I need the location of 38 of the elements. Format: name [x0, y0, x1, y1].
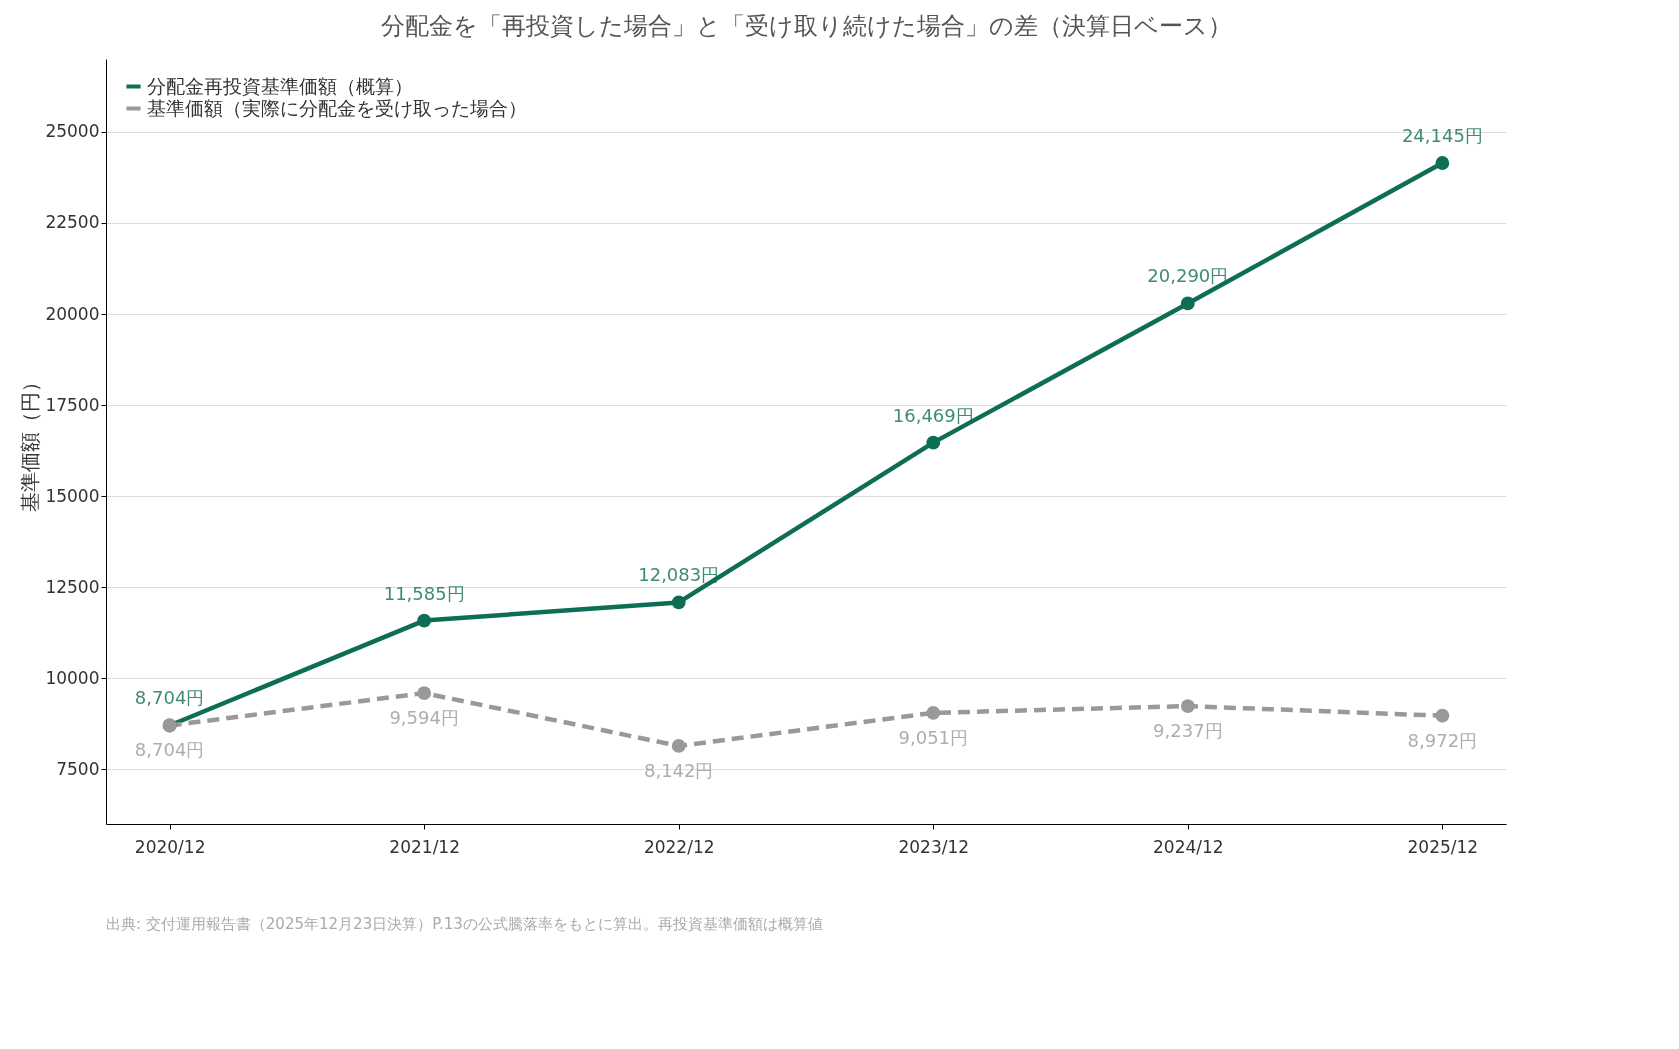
- x-tick-label: 2021/12: [389, 836, 460, 857]
- y-axis-title: 基準価額（円）: [18, 372, 43, 512]
- y-tick-label: 17500: [45, 394, 100, 415]
- data-label: 8,704円: [134, 687, 205, 709]
- point: [1435, 156, 1450, 170]
- x-tick-label: 2025/12: [1407, 836, 1479, 857]
- data-label: 24,145円: [1401, 125, 1483, 146]
- x-tick-label: 2023/12: [898, 836, 970, 857]
- point: [926, 435, 941, 450]
- point: [1180, 699, 1195, 713]
- x-tick-label: 2020/12: [134, 836, 206, 857]
- data-label: 11,585円: [383, 582, 465, 604]
- y-tick-label: 22500: [45, 212, 100, 233]
- point: [417, 686, 432, 700]
- source-note: 出典: 交付運用報告書（2025年12月23日決算）P.13の公式騰落率をもとに算出。再投資基準価額は概算値: [106, 915, 823, 933]
- data-label: 9,051円: [898, 726, 969, 748]
- y-tick-label: 25000: [45, 121, 100, 142]
- data-label: 8,142円: [643, 759, 714, 781]
- legend-label: 基準価額（実際に分配金を受け取った場合）: [147, 96, 527, 119]
- point: [926, 705, 941, 720]
- legend-label: 分配金再投資基準価額（概算）: [147, 74, 413, 97]
- y-tick-label: 12500: [45, 576, 100, 597]
- point: [417, 613, 432, 628]
- x-tick-label: 2024/12: [1153, 836, 1224, 857]
- point: [671, 595, 686, 610]
- x-tick-label: 2022/12: [643, 836, 715, 857]
- y-tick-label: 7500: [56, 758, 100, 779]
- data-label: 9,237円: [1153, 720, 1223, 742]
- data-label: 9,594円: [389, 707, 459, 729]
- point: [1180, 296, 1195, 311]
- point: [1435, 708, 1450, 723]
- y-tick-label: 15000: [45, 485, 100, 506]
- data-label: 8,704円: [134, 739, 205, 761]
- chart-title: 分配金を「再投資した場合」と「受け取り続けた場合」の差（決算日ベース）: [380, 12, 1232, 40]
- y-tick-label: 20000: [45, 303, 100, 324]
- data-label: 8,972円: [1407, 729, 1478, 751]
- y-tick-label: 10000: [45, 667, 100, 688]
- point: [671, 739, 686, 753]
